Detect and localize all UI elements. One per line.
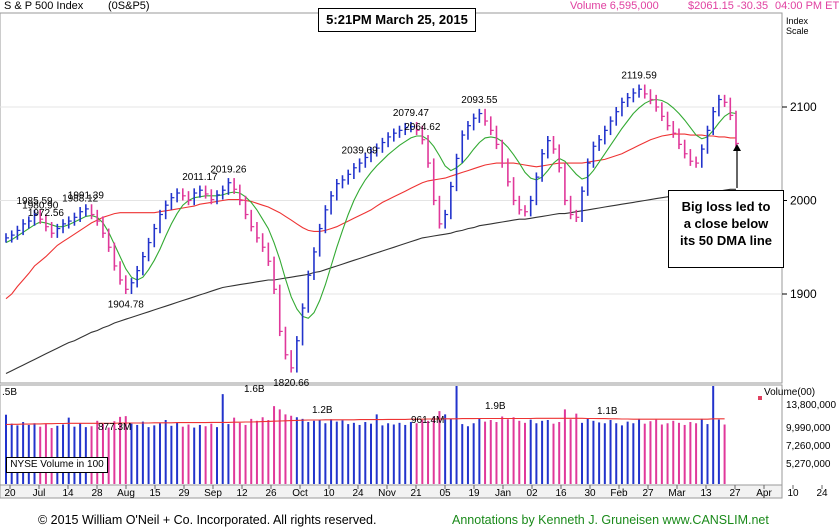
volume-label: 1.1B (597, 406, 618, 417)
date-tick-label: Nov (378, 488, 396, 499)
price-label: 1991.39 (68, 191, 105, 202)
volume-label: 961.4M (411, 415, 444, 426)
price-tick-label: 2100 (790, 100, 817, 114)
index-symbol: (0S&P5) (108, 0, 150, 12)
date-tick-label: 02 (526, 488, 538, 499)
date-tick-label: 29 (178, 488, 190, 499)
volume-tick-label: 9,990,000 (786, 423, 831, 434)
price-tick-label: 2000 (790, 194, 817, 208)
date-tick-label: Apr (756, 488, 772, 499)
volume-ma-line (5, 417, 725, 426)
price-label: 2019.26 (210, 164, 247, 175)
date-tick-label: 16 (555, 488, 567, 499)
annotation-box: Big loss led to a close below its 50 DMA… (668, 190, 784, 268)
date-tick-label: 24 (352, 488, 364, 499)
price-label: 2064.62 (404, 122, 441, 133)
ma200-line (5, 188, 736, 374)
price-bars (5, 84, 739, 373)
volume-tick-label: 7,260,000 (786, 441, 831, 452)
date-tick-label: 24 (816, 488, 828, 499)
volume-label: .5B (2, 387, 17, 398)
date-tick-label: 15 (149, 488, 161, 499)
volume-label: 1.9B (485, 401, 506, 412)
date-tick-label: 13 (700, 488, 712, 499)
date-tick-label: 28 (91, 488, 103, 499)
date-tick-label: 14 (62, 488, 74, 499)
date-tick-label: 20 (4, 488, 16, 499)
volume-ma-series (5, 417, 725, 426)
price-axis: 1900 2000 2100 (782, 100, 817, 301)
date-tick-label: 27 (642, 488, 654, 499)
date-tick-label: Aug (117, 488, 135, 499)
volume-marker-icon (758, 396, 762, 400)
price-label: 1985.59 (16, 196, 53, 207)
volume-legend: NYSE Volume in 100 (6, 457, 108, 473)
date-tick-label: 19 (468, 488, 480, 499)
price-label: 2093.55 (461, 95, 498, 106)
volume-label: 1.2B (312, 405, 333, 416)
date-axis-band (0, 484, 783, 499)
price-label: 2119.59 (621, 71, 657, 82)
ma10-series (5, 98, 737, 319)
date-tick-label: Sep (204, 488, 222, 499)
index-name: S & P 500 Index (4, 0, 84, 12)
date-tick-label: 05 (439, 488, 451, 499)
volume-bars (5, 386, 726, 484)
price-label: 1972.56 (28, 208, 65, 219)
date-tick-label: 30 (584, 488, 596, 499)
copyright-text: © 2015 William O'Neil + Co. Incorporated… (38, 513, 377, 527)
grid-lines (0, 106, 782, 295)
date-tick-label: Mar (668, 488, 686, 499)
volume-labels: .5B 877.3M 1.6B 1.2B 961.4M 1.9B 1.1B (2, 384, 618, 433)
volume-axis-title: Volume(00) (764, 387, 815, 398)
date-tick-label: 10 (787, 488, 799, 499)
price-readout: $2061.15 -30.35 (688, 0, 769, 12)
ma200-series (5, 188, 736, 374)
annotation-line-1: Big loss led to (681, 199, 771, 214)
date-tick-label: 27 (729, 488, 741, 499)
timestamp-box: 5:21PM March 25, 2015 (318, 8, 476, 32)
annotation-arrow (733, 144, 741, 188)
price-label: 1904.78 (108, 300, 145, 311)
date-tick-label: Jul (33, 488, 46, 499)
scale-label-index: Index (786, 16, 809, 26)
volume-label: 1.6B (244, 384, 265, 395)
price-label: 2039.69 (342, 145, 379, 156)
volume-axis: Volume(00) 13,800,000 9,990,000 7,260,000 5,… (758, 387, 836, 470)
price-label: 2079.47 (393, 108, 430, 119)
date-tick-label: Feb (610, 488, 628, 499)
date-tick-label: 10 (323, 488, 335, 499)
annotation-line-2: a close below (683, 216, 769, 231)
ma50-series (5, 133, 736, 300)
annotation-line-3: its 50 DMA line (680, 233, 772, 248)
volume-readout: Volume 6,595,000 (570, 0, 659, 12)
volume-tick-label: 13,800,000 (786, 400, 836, 411)
price-label: 2011.17 (182, 172, 218, 183)
ma50-line (5, 133, 736, 300)
date-tick-label: Jan (495, 488, 511, 499)
date-axis: 20 Jul 14 28 Aug 15 29 Sep 12 26 Oct 10 24 Nov 21 05 19 J… (0, 484, 828, 499)
footer: © 2015 William O'Neil + Co. Incorporated… (0, 510, 840, 532)
date-tick-label: 26 (265, 488, 277, 499)
scale-label-scale: Scale (786, 26, 809, 36)
volume-label: 877.3M (98, 422, 131, 433)
price-label: 1988.12 (62, 194, 99, 205)
price-label: 1980.90 (22, 200, 59, 211)
date-tick-label: 12 (236, 488, 248, 499)
annotation-credit: Annotations by Kenneth J. Gruneisen www.… (452, 513, 769, 527)
volume-tick-label: 5,270,000 (786, 459, 831, 470)
price-label: 1820.66 (273, 378, 310, 389)
time-readout: 04:00 PM ET (775, 0, 840, 12)
ma10-line (5, 98, 737, 319)
date-tick-label: 21 (410, 488, 422, 499)
price-tick-label: 1900 (790, 287, 817, 301)
date-tick-label: Oct (292, 488, 308, 499)
